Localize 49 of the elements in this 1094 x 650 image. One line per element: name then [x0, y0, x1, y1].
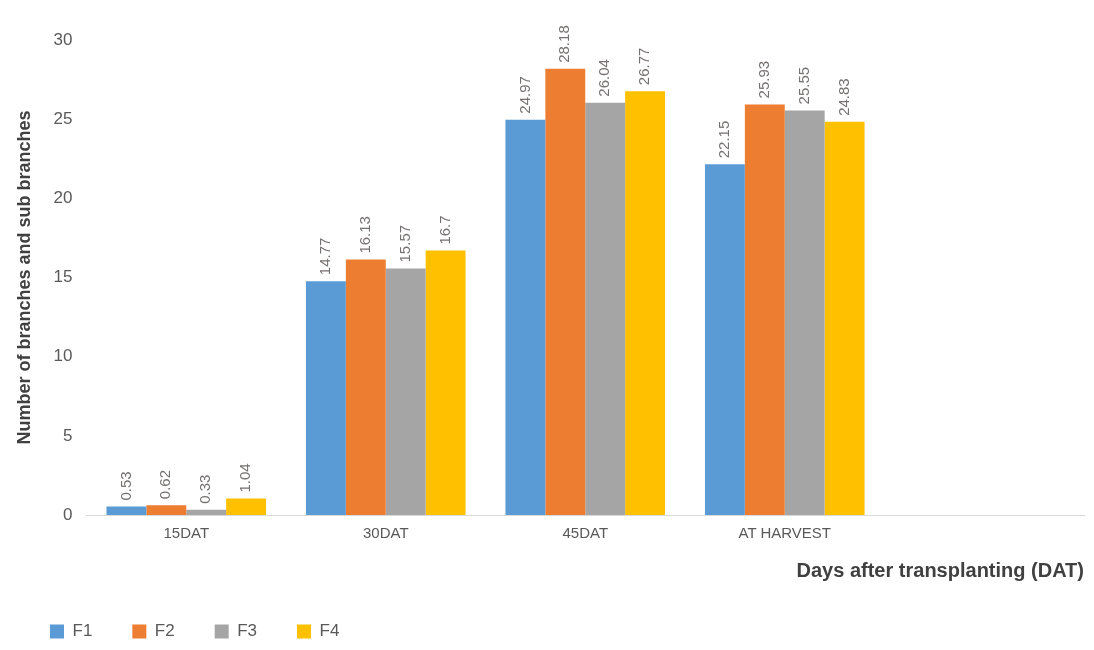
bar — [345, 259, 386, 515]
y-tick-label: 15 — [53, 267, 73, 287]
x-tick-label: 30DAT — [362, 524, 409, 542]
data-label: 16.7 — [435, 215, 453, 245]
legend-label: F4 — [319, 621, 340, 641]
data-label: 28.18 — [555, 25, 573, 63]
data-label: 24.83 — [834, 78, 852, 116]
data-label: 0.53 — [116, 471, 134, 501]
y-tick-label: 30 — [53, 29, 73, 49]
x-tick-label: 15DAT — [163, 524, 210, 542]
bar — [146, 505, 187, 515]
bar — [784, 110, 825, 515]
bar — [226, 498, 267, 515]
data-label: 25.93 — [754, 60, 772, 99]
data-label: 1.04 — [236, 463, 254, 493]
bar — [106, 506, 147, 515]
x-axis-title: Days after transplanting (DAT) — [796, 558, 1084, 581]
bar — [505, 119, 546, 515]
bar — [425, 250, 466, 515]
legend-label: F1 — [72, 621, 93, 641]
data-label: 15.57 — [395, 224, 413, 263]
bar — [385, 268, 426, 515]
bar — [744, 104, 785, 515]
x-tick-label: 45DAT — [562, 524, 609, 542]
bar — [186, 509, 227, 515]
x-tick-label: AT HARVEST — [738, 524, 832, 542]
data-label: 25.55 — [794, 66, 812, 105]
data-label: 26.77 — [635, 47, 653, 86]
bar — [824, 121, 865, 515]
data-label: 26.04 — [595, 59, 613, 97]
y-tick-label: 5 — [63, 425, 73, 445]
y-tick-label: 10 — [53, 346, 73, 366]
data-label: 24.97 — [515, 76, 533, 114]
y-tick-label: 25 — [53, 108, 73, 128]
y-tick-label: 20 — [53, 188, 73, 208]
data-label: 16.13 — [355, 216, 373, 254]
bar — [305, 281, 346, 515]
y-tick-label: 0 — [63, 504, 73, 524]
data-label: 22.15 — [715, 120, 733, 159]
data-label: 0.33 — [196, 474, 214, 504]
legend-label: F2 — [154, 621, 175, 641]
legend-label: F3 — [237, 621, 258, 641]
bar — [545, 68, 586, 515]
data-label: 14.77 — [316, 237, 334, 276]
bar — [585, 102, 626, 515]
y-axis-title: Number of branches and sub branches — [13, 110, 34, 445]
bar — [625, 91, 666, 515]
bar — [704, 164, 745, 515]
data-label: 0.62 — [156, 469, 174, 500]
